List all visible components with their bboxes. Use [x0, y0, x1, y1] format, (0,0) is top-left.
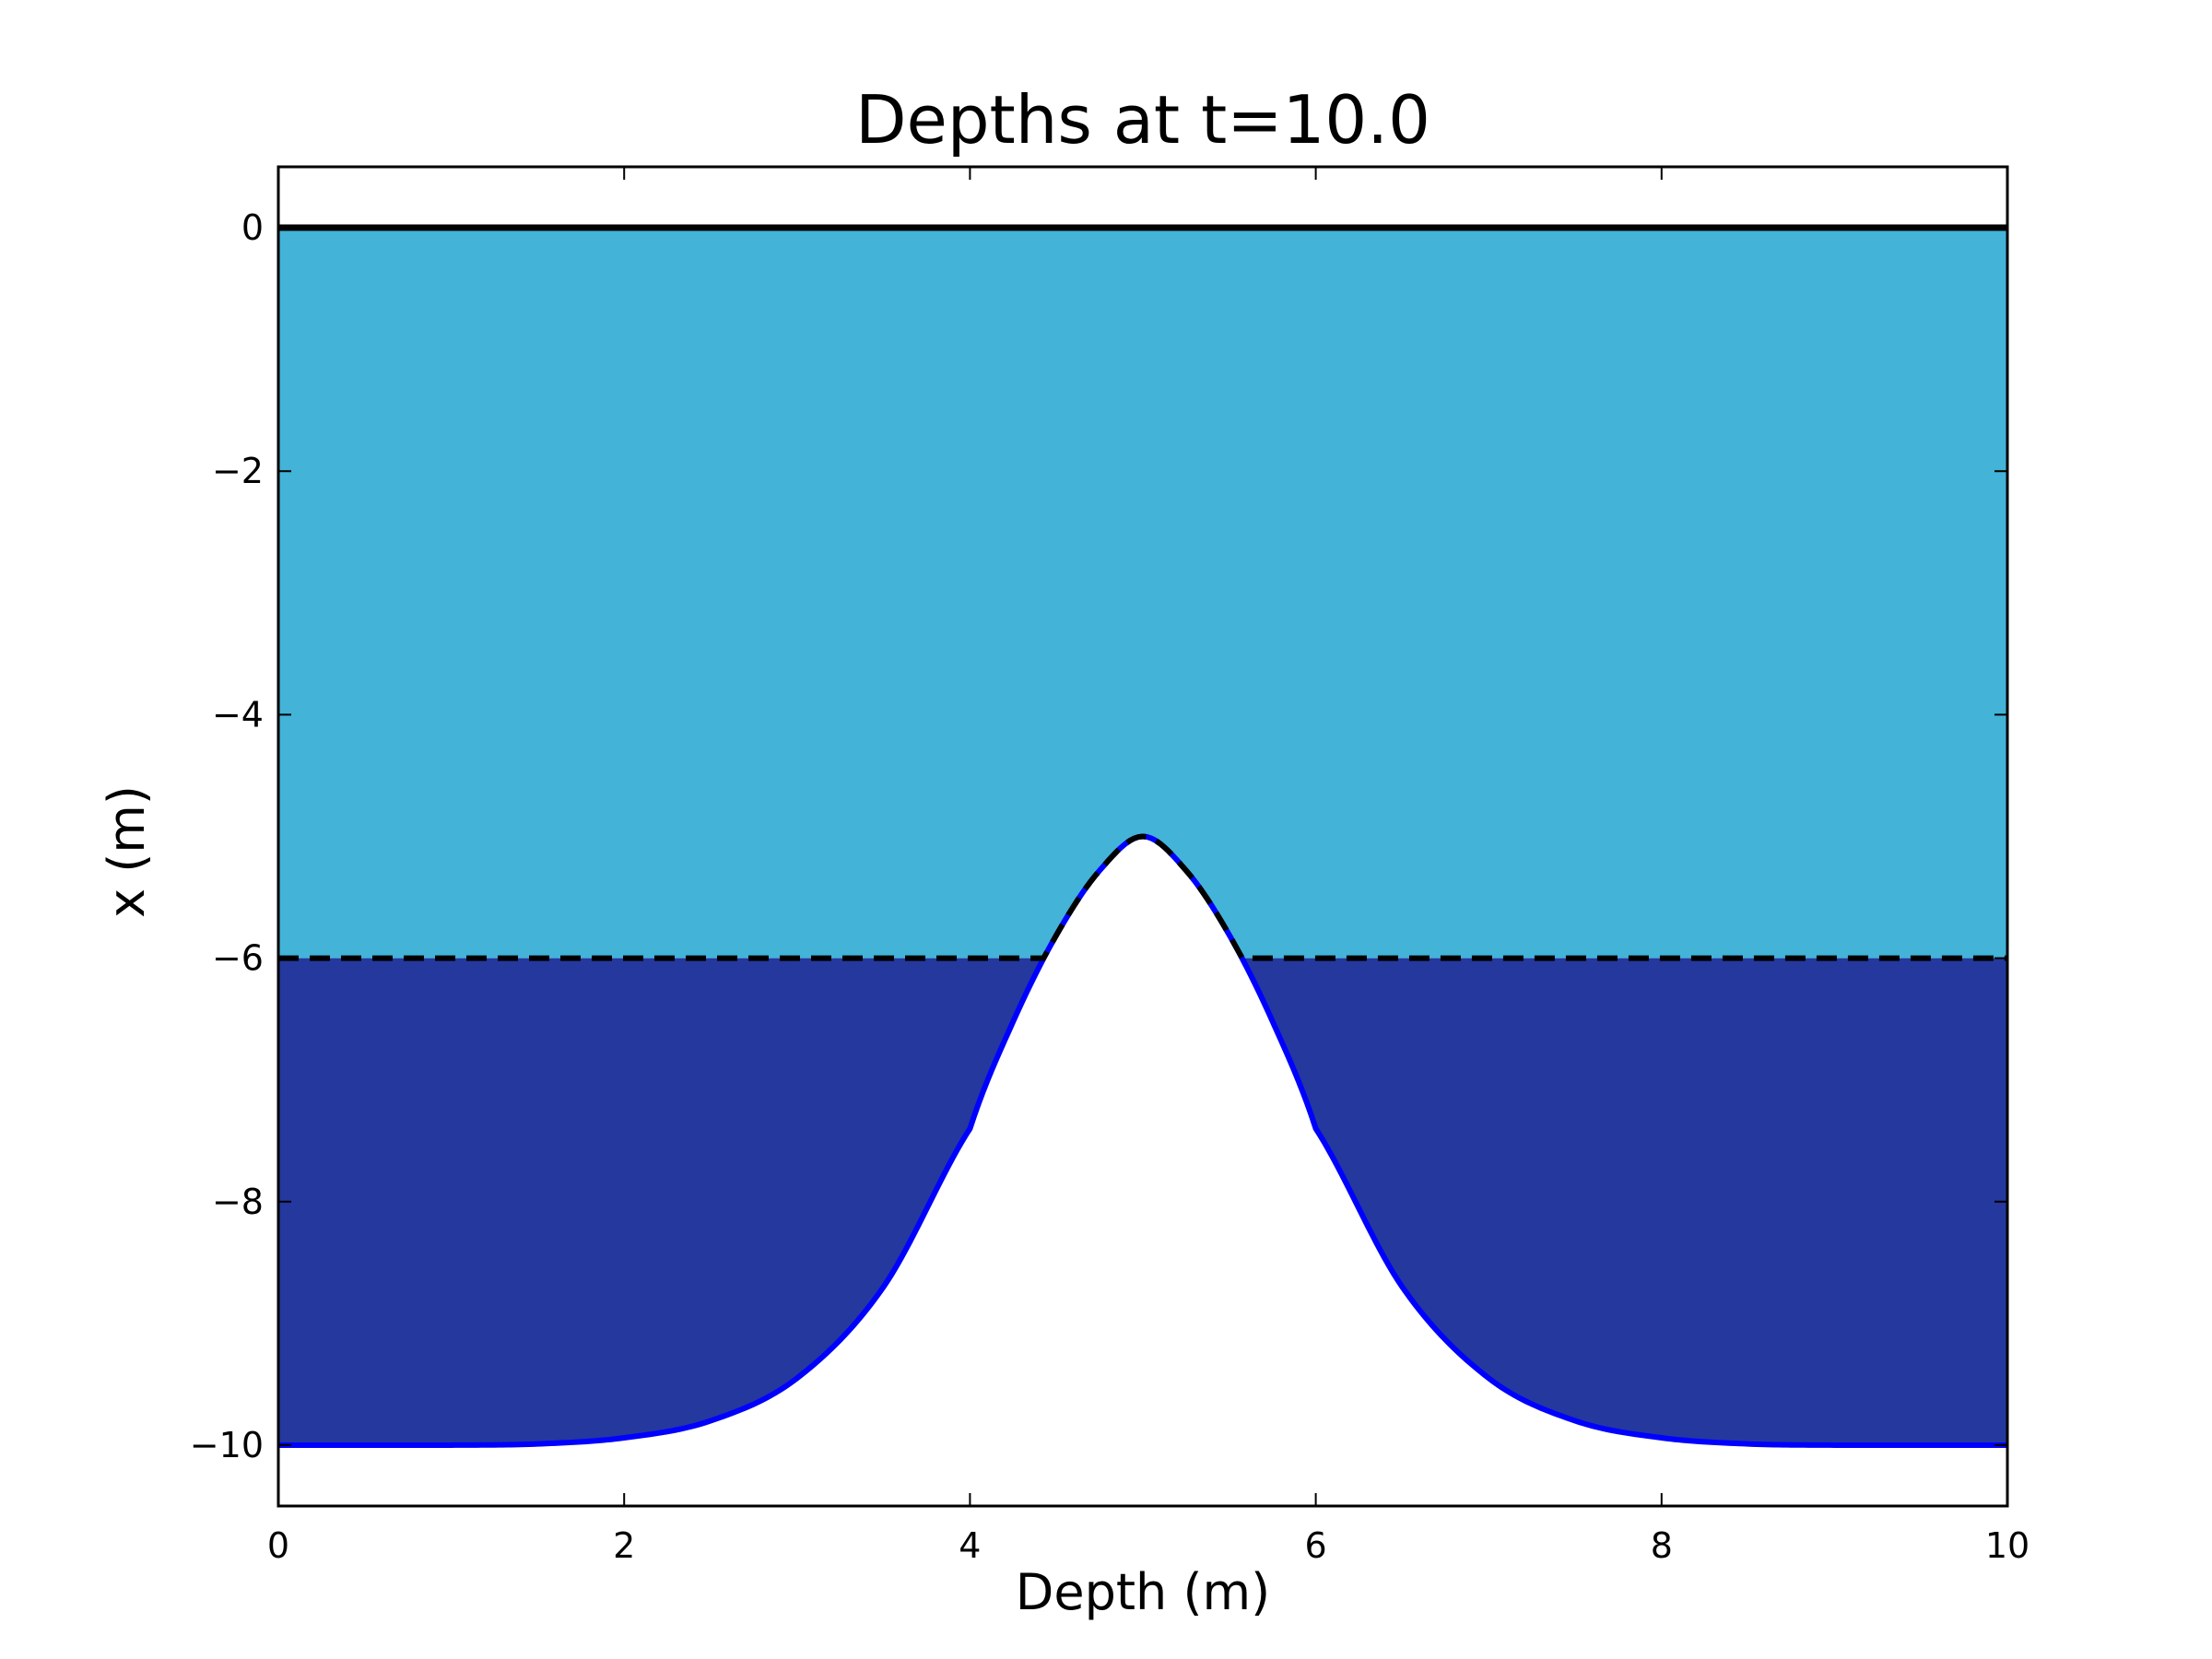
x-tick-label: 6	[1305, 1525, 1327, 1566]
x-tick-label: 0	[267, 1525, 289, 1566]
y-axis-label: x (m)	[98, 785, 156, 918]
y-tick-label: 0	[241, 207, 264, 248]
x-axis-label: Depth (m)	[1016, 1563, 1270, 1621]
y-tick-label: −10	[190, 1425, 264, 1465]
x-tick-label: 10	[1985, 1525, 2030, 1566]
x-tick-label: 8	[1651, 1525, 1673, 1566]
axis-ticks: 0 2 4 6 8 10 0 −2 −4 −6 −8 −10	[190, 167, 2030, 1566]
y-tick-label: −6	[212, 938, 264, 979]
y-tick-label: −8	[212, 1182, 264, 1222]
lower-layer-fill	[278, 958, 2007, 1446]
x-tick-label: 2	[613, 1525, 635, 1566]
upper-layer-fill	[278, 228, 2007, 959]
x-tick-label: 4	[959, 1525, 981, 1566]
y-tick-label: −4	[212, 694, 264, 735]
axes-frame	[276, 165, 2009, 1508]
plot-area	[276, 165, 2009, 1508]
chart-title: Depths at t=10.0	[855, 81, 1430, 159]
interface-line	[278, 833, 2007, 961]
y-tick-label: −2	[212, 451, 264, 491]
